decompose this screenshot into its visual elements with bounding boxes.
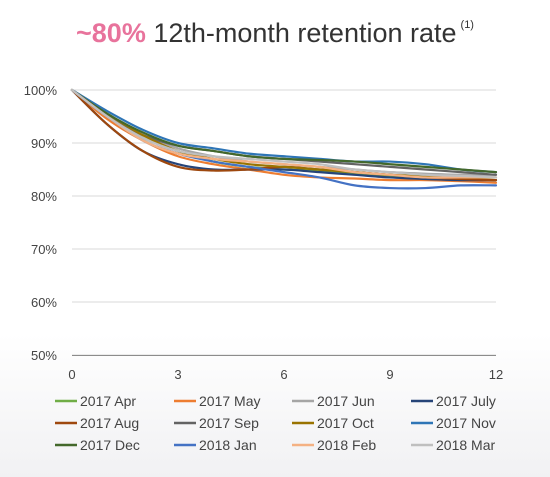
legend-item: 2017 July xyxy=(411,393,496,409)
series-lines xyxy=(70,88,498,190)
legend-label: 2018 Mar xyxy=(436,437,495,453)
legend-label: 2018 Feb xyxy=(317,437,376,453)
legend-label: 2017 Oct xyxy=(317,415,374,431)
y-tick-label: 60% xyxy=(31,295,57,310)
x-tick-label: 9 xyxy=(386,367,393,382)
legend-label: 2017 Dec xyxy=(80,437,140,453)
legend-item: 2017 Jun xyxy=(292,393,375,409)
legend-label: 2017 July xyxy=(436,393,496,409)
legend-item: 2017 Oct xyxy=(292,415,374,431)
legend-label: 2017 Sep xyxy=(199,415,259,431)
legend-item: 2018 Mar xyxy=(411,437,495,453)
x-axis-tick-labels: 0 3 6 9 12 xyxy=(68,367,503,382)
y-tick-label: 80% xyxy=(31,189,57,204)
series-line-2017-nov xyxy=(70,88,498,174)
legend-label: 2017 Aug xyxy=(80,415,139,431)
legend-item: 2018 Jan xyxy=(174,437,257,453)
x-tick-label: 12 xyxy=(489,367,503,382)
legend-item: 2017 Aug xyxy=(55,415,139,431)
legend-item: 2017 Sep xyxy=(174,415,259,431)
x-tick-label: 0 xyxy=(68,367,75,382)
legend-label: 2017 Jun xyxy=(317,393,375,409)
title-footnote: (1) xyxy=(460,19,474,31)
legend-label: 2017 Apr xyxy=(80,393,136,409)
title-accent: ~80% xyxy=(76,18,146,48)
legend-item: 2017 Nov xyxy=(411,415,496,431)
legend-item: 2017 Dec xyxy=(55,437,140,453)
legend-item: 2017 Apr xyxy=(55,393,136,409)
y-tick-label: 90% xyxy=(31,136,57,151)
legend-label: 2018 Jan xyxy=(199,437,257,453)
title-main: 12th-month retention rate xyxy=(153,18,457,48)
series-line-2017-dec xyxy=(70,88,498,174)
series-line-2018-feb xyxy=(70,88,498,179)
x-tick-label: 3 xyxy=(174,367,181,382)
y-tick-label: 70% xyxy=(31,242,57,257)
legend: 2017 Apr 2017 May 2017 Jun 2017 July 2017 Au… xyxy=(55,393,496,453)
series-line-2018-mar xyxy=(70,88,498,179)
x-tick-label: 6 xyxy=(280,367,287,382)
legend-item: 2018 Feb xyxy=(292,437,376,453)
chart-title: ~80% 12th-month retention rate (1) xyxy=(0,18,550,49)
y-tick-label: 50% xyxy=(31,348,57,363)
y-axis-tick-labels: 50% 60% 70% 80% 90% 100% xyxy=(24,83,58,363)
legend-label: 2017 May xyxy=(199,393,260,409)
legend-item: 2017 May xyxy=(174,393,260,409)
legend-label: 2017 Nov xyxy=(436,415,496,431)
y-tick-label: 100% xyxy=(24,83,58,98)
